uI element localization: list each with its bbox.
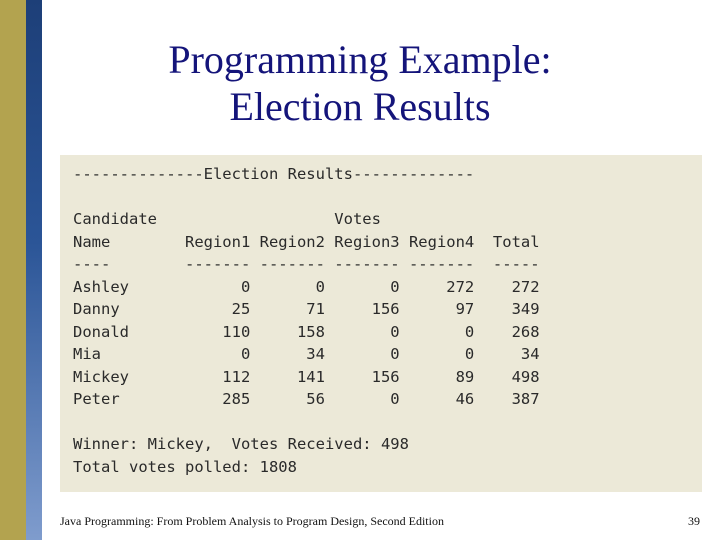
console-line: Mia 0 34 0 0 34 [73,345,540,363]
console-line: Danny 25 71 156 97 349 [73,300,540,318]
decorative-blue-bar [26,0,42,540]
slide-title: Programming Example: Election Results [60,36,660,130]
console-line: --------------Election Results----------… [73,165,475,183]
page-number: 39 [688,514,700,528]
console-output-text: --------------Election Results----------… [73,163,540,478]
console-line: Total votes polled: 1808 [73,457,297,476]
console-line: Ashley 0 0 0 272 272 [73,277,540,296]
console-line: Winner: Mickey, Votes Received: 498 [73,435,409,453]
console-line: Mickey 112 141 156 89 498 [73,367,540,386]
footer-text: Java Programming: From Problem Analysis … [60,514,444,528]
console-output-panel: --------------Election Results----------… [60,155,702,492]
slide-title-line-2: Election Results [229,84,491,129]
console-line: Donald 110 158 0 0 268 [73,322,540,341]
console-line: Candidate Votes [73,210,381,228]
console-line: ---- ------- ------- ------- ------- ---… [73,255,540,273]
slide-title-line-1: Programming Example: [168,37,552,82]
console-line: Peter 285 56 0 46 387 [73,390,540,408]
console-line: Name Region1 Region2 Region3 Region4 Tot… [73,232,540,251]
decorative-olive-bar [0,0,26,540]
